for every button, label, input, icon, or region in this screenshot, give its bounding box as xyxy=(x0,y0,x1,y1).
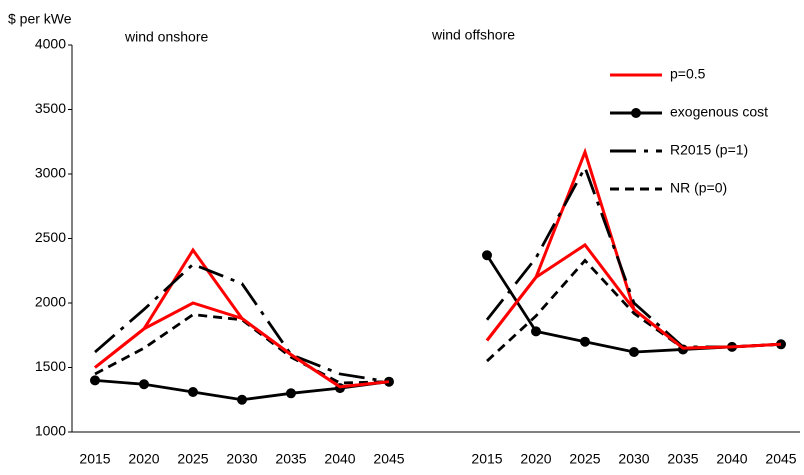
x-tick-label: 2035 xyxy=(275,451,306,467)
x-tick-label: 2045 xyxy=(765,451,796,467)
x-tick-label: 2030 xyxy=(618,451,649,467)
x-tick-label: 2040 xyxy=(324,451,355,467)
legend-label: p=0.5 xyxy=(670,66,706,82)
y-tick-label: 1000 xyxy=(35,423,66,439)
y-tick-label: 2000 xyxy=(35,294,66,310)
marker xyxy=(286,388,296,399)
y-tick-label: 3500 xyxy=(35,100,66,116)
marker xyxy=(580,336,590,347)
marker xyxy=(629,347,639,358)
marker xyxy=(139,379,149,390)
marker xyxy=(237,394,247,405)
series-line xyxy=(94,313,390,385)
series-line xyxy=(485,242,782,350)
series-line xyxy=(94,262,390,384)
y-tick-label: 3000 xyxy=(35,165,66,181)
marker xyxy=(531,326,541,337)
marker xyxy=(482,250,492,261)
y-tick-label: 4000 xyxy=(35,36,66,52)
x-tick-label: 2015 xyxy=(79,451,110,467)
annotation: wind onshore xyxy=(124,29,208,45)
marker xyxy=(90,375,100,386)
x-tick-label: 2035 xyxy=(667,451,698,467)
y-axis-label: $ per kWe xyxy=(8,11,72,27)
x-tick-label: 2020 xyxy=(520,451,551,467)
legend-label: exogenous cost xyxy=(670,104,768,120)
x-tick-label: 2030 xyxy=(226,451,257,467)
x-tick-label: 2045 xyxy=(373,451,404,467)
x-tick-label: 2015 xyxy=(471,451,502,467)
y-tick-label: 1500 xyxy=(35,358,66,374)
annotation: wind offshore xyxy=(431,27,515,43)
legend-marker xyxy=(631,108,641,118)
y-tick-label: 2500 xyxy=(35,229,66,245)
x-tick-label: 2040 xyxy=(716,451,747,467)
marker xyxy=(188,387,198,398)
series-line xyxy=(485,164,782,349)
x-tick-label: 2025 xyxy=(569,451,600,467)
legend-label: R2015 (p=1) xyxy=(670,142,748,158)
x-tick-label: 2025 xyxy=(177,451,208,467)
series-line xyxy=(94,301,390,389)
x-tick-label: 2020 xyxy=(128,451,159,467)
legend-label: NR (p=0) xyxy=(670,180,727,196)
